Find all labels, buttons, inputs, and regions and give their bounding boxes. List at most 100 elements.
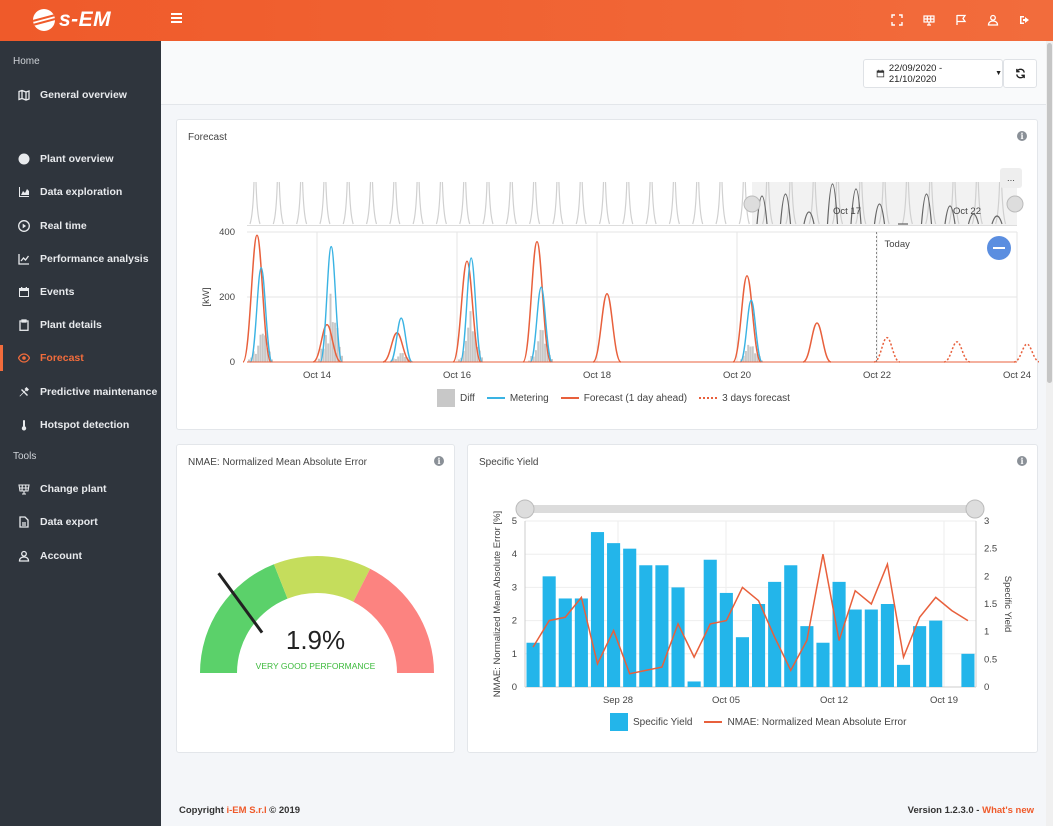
sidebar-item-predictive-maintenance[interactable]: Predictive maintenance: [0, 379, 161, 405]
diff-bar: [392, 358, 395, 362]
diff-bar: [266, 347, 269, 362]
diff-bar: [327, 343, 330, 362]
x-tick-label: Oct 05: [712, 695, 740, 706]
sidebar-item-label: Events: [40, 286, 75, 298]
sidebar-section-home: Home: [13, 56, 40, 67]
y-tick-label: 200: [219, 292, 235, 303]
y-tick-label: 3: [512, 582, 517, 593]
line-chart-icon: [18, 253, 30, 265]
sidebar-item-label: Account: [40, 550, 82, 562]
legend-label: NMAE: Normalized Mean Absolute Error: [727, 716, 907, 728]
y2-tick-label: 3: [984, 516, 989, 527]
date-range-text: 22/09/2020 - 21/10/2020: [888, 62, 943, 85]
diff-bar: [467, 327, 470, 362]
navigator-label: Oct 22: [953, 206, 981, 217]
legend-forecast[interactable]: Forecast (1 day ahead): [560, 392, 688, 404]
yield-bar: [719, 592, 733, 687]
nmae-line: [532, 554, 969, 675]
diff-bar: [744, 350, 747, 362]
diff-bar: [537, 341, 540, 362]
y-tick-label: 0: [512, 682, 517, 693]
y2-tick-label: 1.5: [984, 599, 997, 610]
info-icon[interactable]: i: [1017, 456, 1027, 466]
yield-bar: [671, 587, 685, 687]
yield-bar: [913, 626, 927, 687]
sidebar-item-plant-details[interactable]: Plant details: [0, 312, 161, 338]
specific-yield-chart[interactable]: 0 1 2 3 4 5 0 0.5 1 1.5 2 2.5 3 NMAE: Normalized Mean…: [468, 445, 1039, 754]
yield-bar: [961, 653, 975, 687]
y-tick-label: 1: [512, 649, 517, 660]
legend-label: Metering: [509, 392, 549, 404]
legend-label: 3 days forecast: [722, 392, 790, 404]
sidebar-item-performance-analysis[interactable]: Performance analysis: [0, 246, 161, 272]
diff-bar: [541, 330, 544, 362]
sidebar-item-events[interactable]: Events: [0, 279, 161, 305]
info-icon[interactable]: i: [434, 456, 444, 466]
chart-menu-button[interactable]: [1000, 168, 1022, 188]
page-scrollbar[interactable]: [1046, 41, 1053, 826]
date-range-picker[interactable]: 22/09/2020 - 21/10/2020 ▼: [863, 59, 1003, 88]
sidebar-item-general-overview[interactable]: General overview: [0, 82, 161, 108]
user-icon[interactable]: [977, 12, 1009, 28]
top-bar: s-EM: [0, 0, 1053, 41]
diff-bar: [751, 346, 754, 362]
refresh-button[interactable]: [1003, 59, 1037, 88]
sidebar-item-label: General overview: [40, 89, 127, 101]
nmae-card: NMAE: Normalized Mean Absolute Error i 1…: [176, 444, 455, 753]
navigator-handle-right[interactable]: [1006, 195, 1024, 213]
sidebar-item-plant-overview[interactable]: Plant overview: [0, 146, 161, 172]
info-icon[interactable]: i: [1017, 131, 1027, 141]
play-circle-icon: [18, 220, 30, 232]
flag-icon[interactable]: [945, 12, 977, 28]
sidebar-item-forecast[interactable]: Forecast: [0, 345, 161, 371]
sidebar-item-data-exploration[interactable]: Data exploration: [0, 179, 161, 205]
x-tick-label: Oct 22: [863, 370, 891, 381]
sidebar-item-real-time[interactable]: Real time: [0, 213, 161, 239]
y2-tick-label: 0.5: [984, 654, 997, 665]
diff-bar: [471, 331, 474, 362]
diff-bar: [334, 322, 337, 362]
sidebar-item-account[interactable]: Account: [0, 543, 161, 569]
navigator-label: Oct 17: [833, 206, 861, 217]
legend-3-days-forecast[interactable]: 3 days forecast: [699, 393, 790, 404]
x-tick-label: Sep 28: [603, 695, 633, 706]
x-tick-label: Oct 18: [583, 370, 611, 381]
nmae-gauge: [200, 556, 434, 673]
menu-toggle-button[interactable]: [171, 13, 182, 23]
diff-bar: [264, 335, 267, 362]
sidebar-item-change-plant[interactable]: Change plant: [0, 476, 161, 502]
legend-nmae[interactable]: NMAE: Normalized Mean Absolute Error: [704, 717, 906, 728]
plant-icon[interactable]: [913, 12, 945, 28]
legend-metering[interactable]: Metering: [486, 392, 549, 404]
diff-bar: [329, 293, 332, 362]
metering-series-line: [249, 245, 763, 363]
forecast-title: Forecast: [188, 132, 227, 143]
navigator-handle-left[interactable]: [743, 195, 761, 213]
range-slider-handle-left[interactable]: [515, 499, 535, 519]
y-tick-label: 400: [219, 227, 235, 238]
diff-bar: [528, 360, 530, 362]
legend-label: Forecast (1 day ahead): [583, 392, 688, 404]
sidebar-item-data-export[interactable]: Data export: [0, 509, 161, 535]
company-link[interactable]: i-EM S.r.l: [226, 805, 267, 816]
diff-bar: [271, 359, 273, 362]
whats-new-link[interactable]: What's new: [982, 805, 1034, 816]
gauge-needle: [217, 572, 264, 634]
forecast-chart[interactable]: ... Oct 17 Oct 22 0 200 400 Oct 14 Oct 16 Oct 18…: [177, 120, 1039, 431]
forecast-card: Forecast i ... Oct 17 Oct 22 0 200 400 Oct 14 O…: [176, 119, 1039, 431]
diff-bar: [749, 346, 752, 362]
diff-bar: [747, 344, 750, 362]
sidebar-item-hotspot-detection[interactable]: Hotspot detection: [0, 412, 161, 438]
diff-bar: [252, 351, 255, 362]
legend-diff[interactable]: Diff: [437, 389, 475, 407]
diff-bar: [532, 356, 535, 362]
gauge-value: 1.9%: [285, 625, 346, 655]
diff-bar: [534, 350, 537, 362]
y2-tick-label: 0: [984, 682, 989, 693]
range-slider-handle-right[interactable]: [965, 499, 985, 519]
diff-bar: [481, 357, 483, 362]
fullscreen-icon[interactable]: [881, 12, 913, 28]
app-logo[interactable]: s-EM: [33, 8, 111, 31]
logout-icon[interactable]: [1009, 12, 1041, 28]
legend-specific-yield[interactable]: Specific Yield: [610, 713, 692, 731]
